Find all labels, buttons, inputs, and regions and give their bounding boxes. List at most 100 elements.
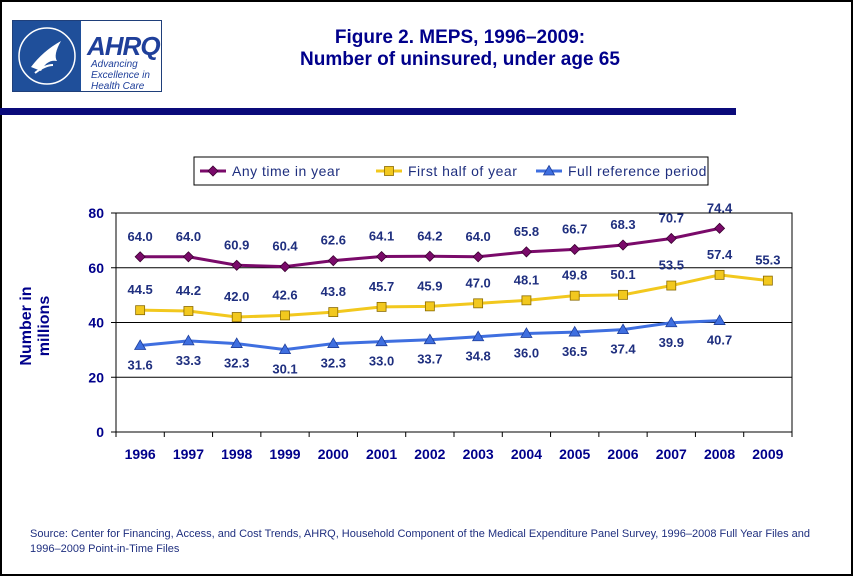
data-point (231, 259, 243, 271)
data-point (278, 343, 292, 355)
data-label: 50.1 (610, 267, 635, 282)
data-point (568, 325, 581, 337)
data-point (714, 269, 725, 280)
source-note: Source: Center for Financing, Access, an… (30, 528, 811, 555)
data-point (618, 289, 628, 300)
data-label: 60.9 (224, 237, 249, 252)
data-label: 55.3 (755, 253, 780, 268)
data-point (183, 306, 194, 316)
data-label: 70.7 (659, 210, 684, 225)
data-label: 44.2 (176, 283, 201, 298)
data-point (424, 250, 436, 262)
data-label: 57.4 (707, 247, 733, 262)
x-tick-label: 2008 (704, 446, 735, 462)
chart-series: 64.0 64.0 60.9 60.4 62.6 64.1 64.2 64.0 65.8 66.7… (127, 200, 780, 376)
data-point (471, 330, 485, 342)
data-point (714, 222, 726, 234)
data-label: 45.9 (417, 278, 442, 293)
x-tick-label: 2007 (656, 446, 687, 462)
data-label: 64.2 (417, 228, 442, 243)
y-tick-label: 40 (88, 315, 104, 331)
data-point (569, 290, 580, 301)
data-point (327, 255, 339, 267)
data-label: 39.9 (659, 335, 684, 350)
data-point (762, 275, 773, 286)
ahrq-tagline: Advancing Excellence in Health Care (91, 59, 150, 92)
data-point (230, 337, 243, 348)
data-point (133, 339, 147, 350)
data-label: 31.6 (127, 357, 152, 372)
y-tick-label: 0 (96, 424, 104, 440)
data-point (521, 295, 532, 306)
x-tick-label: 2002 (414, 446, 445, 462)
data-point (520, 246, 532, 258)
y-tick-label: 80 (88, 205, 104, 221)
data-point (279, 261, 291, 273)
data-point (569, 243, 581, 255)
data-point (182, 251, 194, 263)
data-label: 64.0 (176, 229, 201, 244)
line-chart: Any time in year First half of year Full r… (88, 156, 793, 462)
chart-legend: Any time in year First half of year Full r… (193, 156, 709, 186)
data-label: 68.3 (610, 217, 635, 232)
data-label: 32.3 (321, 356, 346, 371)
data-point (665, 232, 677, 245)
data-label: 64.1 (369, 229, 394, 244)
data-label: 74.4 (707, 200, 733, 215)
data-point (376, 301, 387, 312)
series-0: 64.0 64.0 60.9 60.4 62.6 64.1 64.2 64.0 65.8 66.7… (127, 200, 733, 273)
data-label: 62.6 (321, 233, 346, 248)
data-point (423, 333, 437, 345)
data-point (473, 298, 484, 309)
data-point (280, 310, 290, 321)
ahrq-wordmark: AHRQ (87, 31, 161, 61)
title-line-1: Figure 2. MEPS, 1996–2009: (334, 27, 586, 48)
legend-marker (207, 165, 219, 177)
data-label: 36.5 (562, 344, 587, 359)
data-label: 33.0 (369, 354, 394, 369)
data-point (472, 251, 484, 263)
ahrq-logo: AHRQ Advancing Excellence in Health Care (12, 20, 162, 92)
data-label: 42.6 (272, 287, 297, 302)
data-label: 42.0 (224, 289, 249, 304)
series-1: 44.5 44.2 42.0 42.6 43.8 45.7 45.9 47.0 48.1 49.8… (127, 247, 781, 322)
data-label: 66.7 (562, 221, 587, 236)
data-point (424, 301, 435, 312)
hhs-seal-icon (13, 21, 81, 91)
legend-marker (384, 166, 394, 176)
data-label: 34.8 (465, 349, 490, 364)
x-tick-label: 2005 (559, 446, 590, 462)
legend-label: Any time in year (232, 163, 340, 179)
x-tick-label: 2009 (752, 446, 783, 462)
data-label: 47.0 (465, 275, 490, 290)
data-label: 60.4 (272, 239, 298, 254)
data-label: 49.8 (562, 268, 587, 283)
chart-axes: 0 20 40 60 80 1996 1997 1998 1999 2000 2001 2002 200… (88, 205, 793, 462)
data-label: 33.3 (176, 353, 201, 368)
data-point (376, 250, 388, 263)
x-tick-label: 2006 (607, 446, 638, 462)
data-label: 33.7 (417, 352, 442, 367)
x-tick-label: 1997 (173, 446, 204, 462)
header-rule (0, 108, 736, 115)
data-label: 30.1 (272, 362, 297, 377)
data-label: 53.5 (659, 258, 684, 273)
x-tick-label: 1998 (221, 446, 252, 462)
data-point (375, 335, 388, 347)
data-label: 65.8 (514, 224, 539, 239)
series-2: 31.6 33.3 32.3 30.1 32.3 33.0 33.7 34.8 36.0 36.5… (127, 314, 732, 377)
data-point (520, 327, 533, 338)
data-label: 45.7 (369, 279, 394, 294)
data-point (135, 305, 146, 316)
data-point (134, 251, 146, 263)
data-point (182, 334, 195, 346)
data-label: 43.8 (321, 284, 346, 299)
data-point (327, 337, 340, 348)
data-label: 64.0 (465, 229, 490, 244)
x-tick-label: 2000 (318, 446, 349, 462)
series-line (140, 273, 769, 319)
x-tick-label: 1999 (269, 446, 300, 462)
data-label: 44.5 (127, 282, 152, 297)
y-tick-label: 60 (88, 260, 104, 276)
